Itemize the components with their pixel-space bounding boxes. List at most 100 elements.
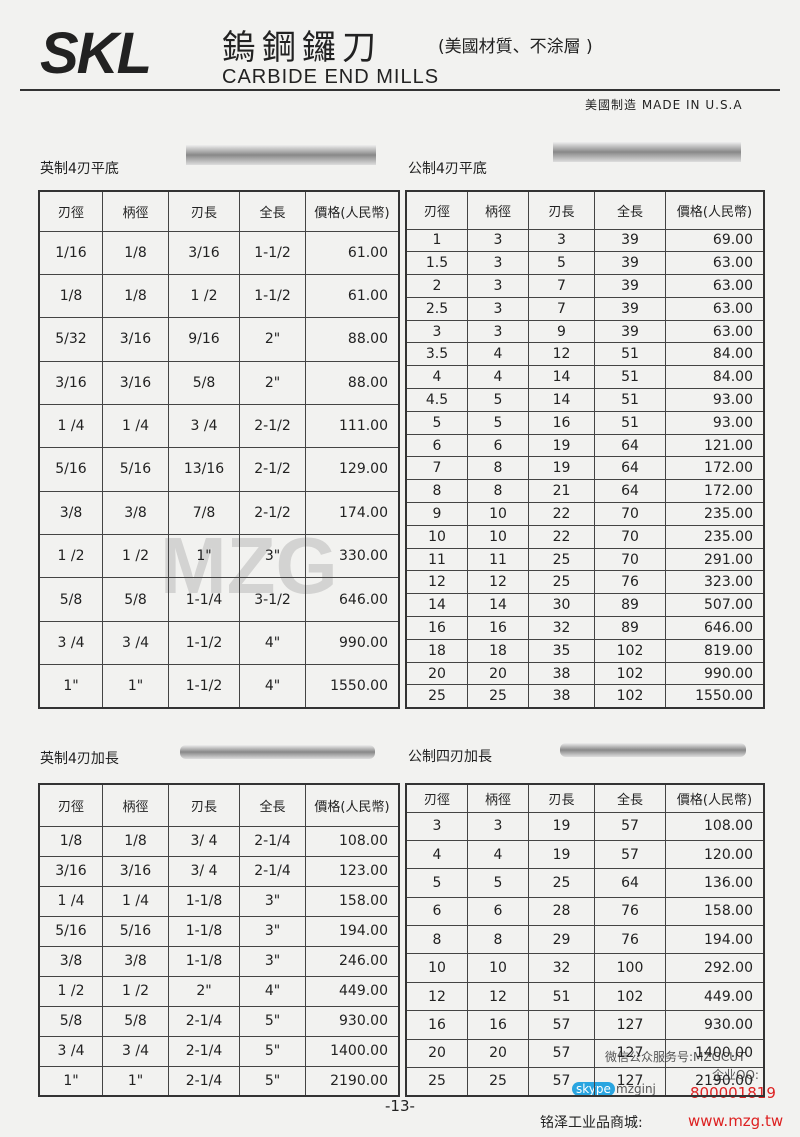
price-table: 刃徑 柄徑 刃長 全長 價格(人民幣) 1/16 1/8 3/16 1-1/2 61.00 1/8 1… <box>38 190 400 709</box>
cell: 63.00 <box>665 319 765 344</box>
cell: 1 /2 <box>38 534 103 579</box>
cell: 1 /4 <box>38 403 103 449</box>
cell: 22 <box>528 524 595 549</box>
cell: 16 <box>528 410 595 435</box>
cell: 51 <box>594 365 666 390</box>
cell: 102 <box>594 661 666 686</box>
cell: 25 <box>528 868 595 898</box>
cell: 819.00 <box>665 638 765 663</box>
header-cell: 價格(人民幣) <box>305 783 400 827</box>
cell: 4" <box>239 975 306 1007</box>
cell: 25 <box>467 1067 529 1097</box>
cell: 291.00 <box>665 547 765 572</box>
cell: 64 <box>594 433 666 458</box>
cell: 3/16 <box>102 317 169 362</box>
price-table: 刃徑 柄徑 刃長 全長 價格(人民幣) 1 3 3 39 69.00 1.5 3 5 39 63.00 2 3 7… <box>405 190 765 709</box>
cell: 930.00 <box>665 1010 765 1040</box>
header-cell: 柄徑 <box>467 190 529 230</box>
table-title: 英制4刃加長 <box>40 751 119 767</box>
cell: 5/8 <box>102 1005 169 1037</box>
cell: 235.00 <box>665 524 765 549</box>
cell: 10 <box>467 502 529 526</box>
cell: 3 /4 <box>102 1035 169 1067</box>
cell: 1/8 <box>38 273 103 319</box>
cell: 3/ 4 <box>168 855 240 887</box>
cell: 3/8 <box>102 945 169 977</box>
cell: 646.00 <box>305 577 400 622</box>
cell: 69.00 <box>665 228 765 253</box>
cell: 1/8 <box>102 825 169 857</box>
row: 1 /2 1 /2 1" 3" 330.00 <box>38 534 400 579</box>
end-mill <box>186 145 376 165</box>
cell: 19 <box>528 811 595 841</box>
cell: 5/8 <box>38 1005 103 1037</box>
cell: 9 <box>405 502 468 526</box>
cell: 39 <box>594 251 666 276</box>
cell: 2" <box>239 360 306 405</box>
logo: SKL <box>40 21 152 86</box>
row: 9 10 22 70 235.00 <box>405 502 765 526</box>
cell: 1/8 <box>102 273 169 319</box>
cell: 4 <box>405 839 468 870</box>
cell: 57 <box>528 1038 595 1069</box>
cell: 10 <box>405 524 468 549</box>
row: 5/16 5/16 1-1/8 3" 194.00 <box>38 915 400 947</box>
cell: 5" <box>239 1065 306 1097</box>
cell: 127 <box>594 1010 666 1040</box>
cell: 449.00 <box>305 975 400 1007</box>
row: 25 25 57 127 2190.00 <box>405 1067 765 1097</box>
cell: 20 <box>405 661 468 686</box>
cell: 1550.00 <box>665 684 765 709</box>
cell: 100 <box>594 953 666 983</box>
cell: 1 /4 <box>102 403 169 449</box>
row: 5/32 3/16 9/16 2" 88.00 <box>38 317 400 362</box>
cell: 57 <box>594 839 666 870</box>
cell: 194.00 <box>305 915 400 947</box>
row: 11 11 25 70 291.00 <box>405 547 765 572</box>
cell: 123.00 <box>305 855 400 887</box>
cell: 5 <box>467 388 529 412</box>
cell: 1" <box>168 534 240 579</box>
cell: 18 <box>405 638 468 663</box>
cell: 64 <box>594 868 666 898</box>
cell: 3/16 <box>102 360 169 405</box>
cell: 57 <box>528 1067 595 1097</box>
row: 3 /4 3 /4 1-1/2 4" 990.00 <box>38 620 400 666</box>
cell: 12 <box>467 570 529 595</box>
cell: 7/8 <box>168 490 240 536</box>
cell: 3 <box>405 811 468 841</box>
table-title: 公制四刃加長 <box>408 749 492 765</box>
cell: 194.00 <box>665 925 765 955</box>
cell: 2190.00 <box>665 1067 765 1097</box>
row: 16 16 57 127 930.00 <box>405 1010 765 1040</box>
cell: 5 <box>405 868 468 898</box>
cell: 22 <box>528 502 595 526</box>
cell: 12 <box>528 342 595 367</box>
cell: 51 <box>594 342 666 367</box>
cell: 8 <box>405 925 468 955</box>
cell: 129.00 <box>305 447 400 492</box>
cell: 14 <box>405 593 468 618</box>
cell: 3 <box>467 811 529 841</box>
cell: 39 <box>594 296 666 321</box>
table-title: 公制4刃平底 <box>408 161 487 177</box>
cell: 172.00 <box>665 479 765 504</box>
cell: 1 /4 <box>38 885 103 917</box>
row: 1/16 1/8 3/16 1-1/2 61.00 <box>38 230 400 275</box>
cell: 16 <box>467 616 529 640</box>
cell: 3/16 <box>102 855 169 887</box>
cell: 1-1/2 <box>168 664 240 709</box>
rule <box>20 89 780 91</box>
cell: 1" <box>102 664 169 709</box>
cell: 76 <box>594 896 666 927</box>
cell: 14 <box>528 388 595 412</box>
cell: 1550.00 <box>305 664 400 709</box>
row: 1/8 1/8 3/ 4 2-1/4 108.00 <box>38 825 400 857</box>
cell: 292.00 <box>665 953 765 983</box>
row: 2 3 7 39 63.00 <box>405 274 765 298</box>
row: 7 8 19 64 172.00 <box>405 456 765 481</box>
row: 12 12 51 102 449.00 <box>405 981 765 1012</box>
cell: 61.00 <box>305 273 400 319</box>
cell: 3 <box>467 228 529 253</box>
